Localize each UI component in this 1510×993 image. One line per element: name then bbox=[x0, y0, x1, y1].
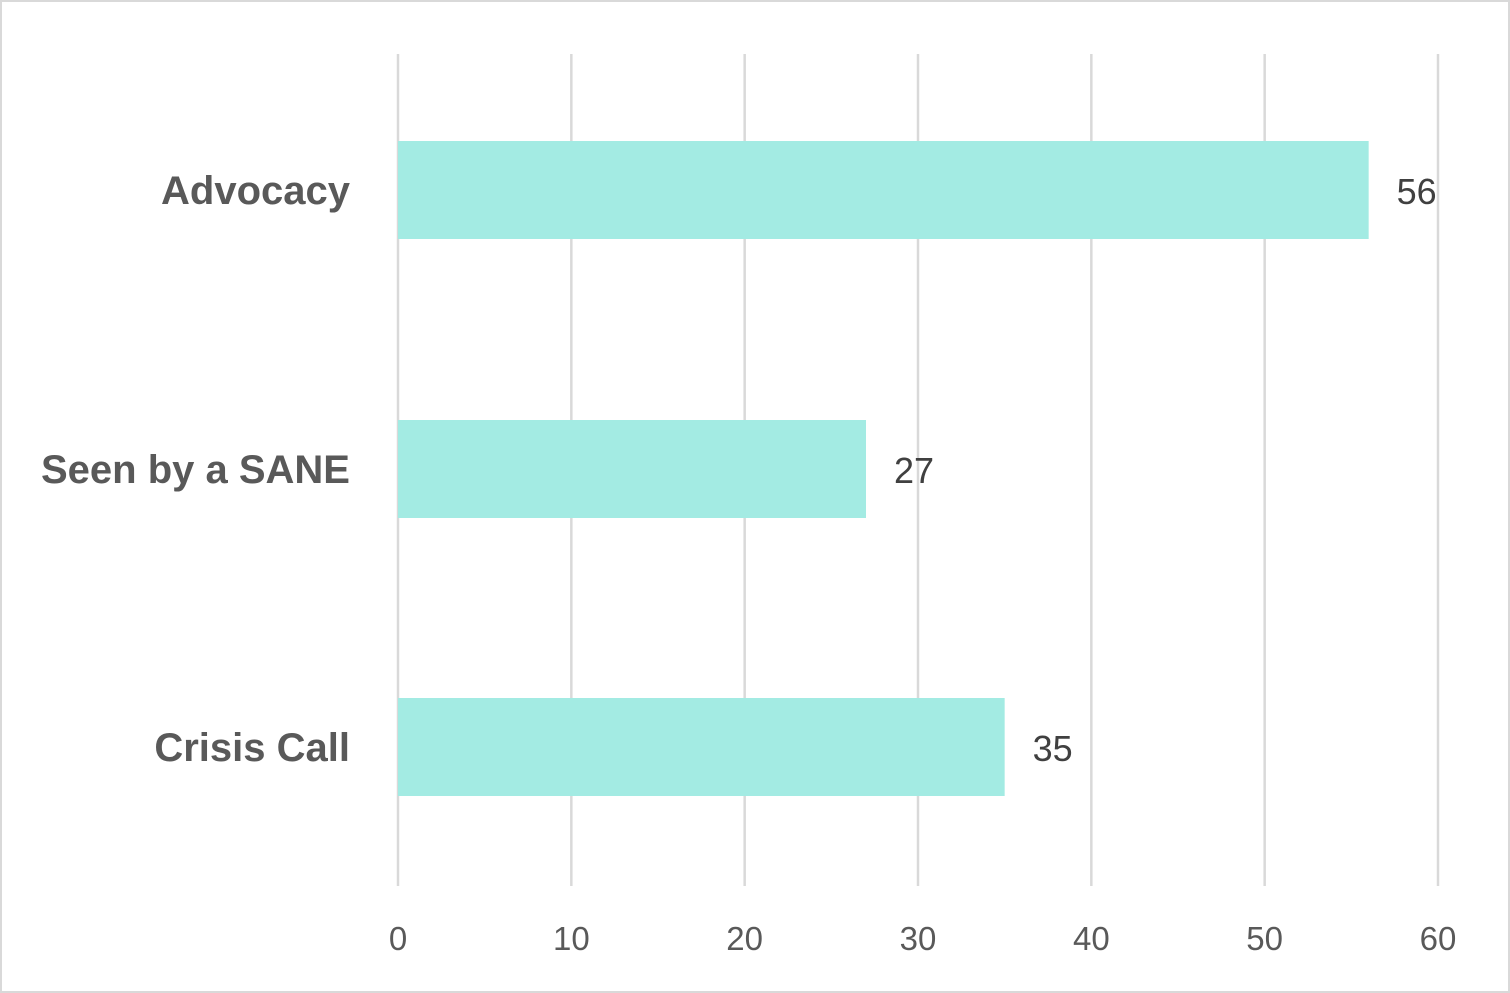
x-tick-label-10: 10 bbox=[553, 920, 590, 957]
x-tick-label-40: 40 bbox=[1073, 920, 1110, 957]
bar-seen-by-a-sane bbox=[398, 420, 866, 518]
x-tick-label-20: 20 bbox=[726, 920, 763, 957]
category-labels: Advocacy Seen by a SANE Crisis Call bbox=[41, 169, 351, 770]
data-labels: 56 27 35 bbox=[894, 171, 1437, 769]
category-label-seen-by-a-sane: Seen by a SANE bbox=[41, 448, 350, 492]
x-tick-label-0: 0 bbox=[389, 920, 407, 957]
x-tick-label-50: 50 bbox=[1246, 920, 1283, 957]
x-tick-label-30: 30 bbox=[900, 920, 937, 957]
bars bbox=[398, 141, 1369, 796]
data-label-seen-by-a-sane: 27 bbox=[894, 450, 934, 491]
category-label-advocacy: Advocacy bbox=[161, 169, 351, 213]
category-label-crisis-call: Crisis Call bbox=[154, 726, 350, 770]
x-axis-tick-labels: 0 10 20 30 40 50 60 bbox=[389, 920, 1457, 957]
data-label-crisis-call: 35 bbox=[1033, 728, 1073, 769]
x-tick-label-60: 60 bbox=[1420, 920, 1457, 957]
data-label-advocacy: 56 bbox=[1397, 171, 1437, 212]
bar-crisis-call bbox=[398, 698, 1005, 796]
bar-advocacy bbox=[398, 141, 1369, 239]
